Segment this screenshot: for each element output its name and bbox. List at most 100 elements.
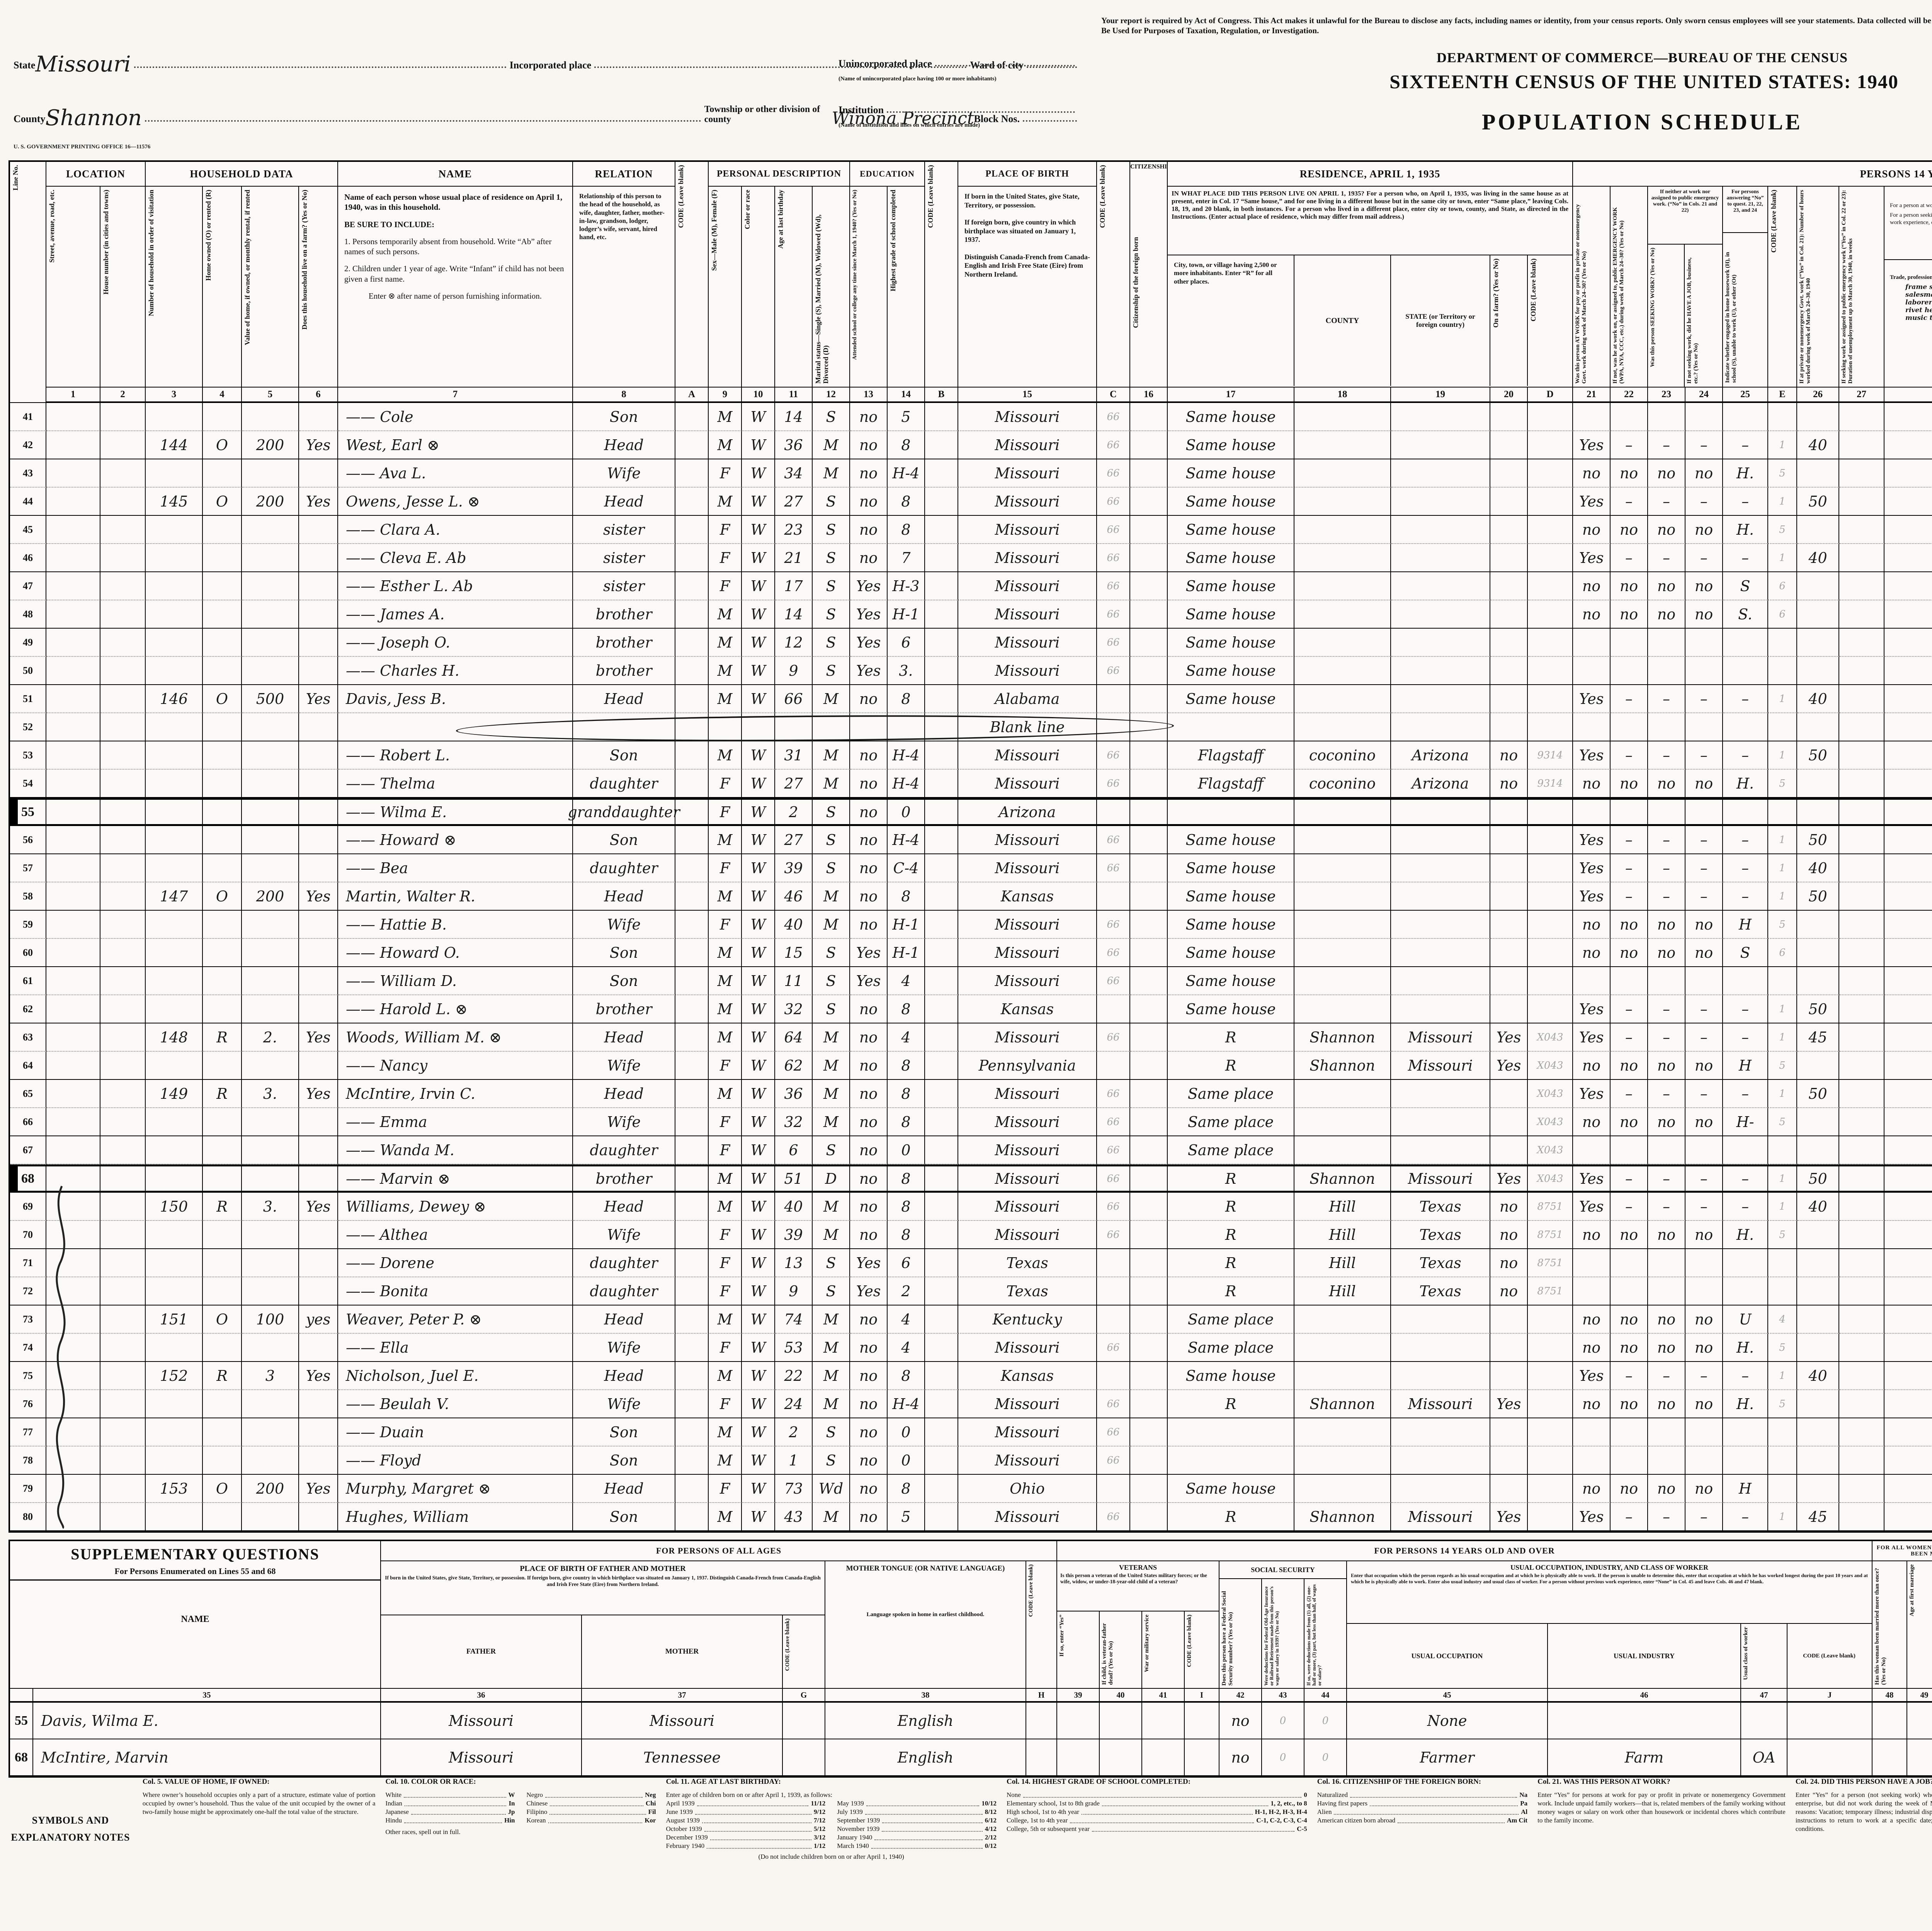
- cell-d-line-75: –: [1685, 1362, 1723, 1390]
- cell-f-line-46: [299, 544, 338, 572]
- cell-h-line-55: [146, 798, 203, 826]
- cell-a-line-57: Yes: [1573, 854, 1611, 882]
- cell-rc-line-43: W: [742, 459, 775, 488]
- cell-du-line-61: [1839, 967, 1884, 995]
- col-number: 22: [1611, 388, 1648, 403]
- cell-ag-line-44: 27: [775, 488, 813, 516]
- col23-seeking-work: Was this person SEEKING WORK? (Yes or No…: [1648, 245, 1685, 387]
- cell-o-line-53: [203, 741, 242, 770]
- cell-B-line-43: [925, 459, 958, 488]
- cell-s2-line-73: [100, 1305, 146, 1334]
- cell-s2-line-55: [100, 798, 146, 826]
- cell-o-line-60: [203, 939, 242, 967]
- cell-h-line-78: [146, 1447, 203, 1475]
- cell-sx-line-43: F: [709, 459, 742, 488]
- cell-at-line-46: no: [850, 544, 888, 572]
- cell-rl-line-80: Son: [573, 1503, 675, 1531]
- cell-at-line-73: no: [850, 1305, 888, 1334]
- cell-E-line-42: 1: [1768, 431, 1797, 459]
- cell-rl-line-68: brother: [573, 1164, 675, 1193]
- note-item: April 1939 11/12: [666, 1799, 826, 1807]
- cell-hr-line-42: 40: [1797, 431, 1839, 459]
- cell-e-line-76: H.: [1723, 1390, 1768, 1418]
- cell-f-line-64: [299, 1052, 338, 1080]
- cell-at-line-52: [850, 713, 888, 741]
- cell-c-line-73: no: [1648, 1305, 1685, 1334]
- cell-B-line-70: [925, 1221, 958, 1249]
- cell-at-line-59: no: [850, 911, 888, 939]
- col25-header: For persons answering “No” to quest. 21,…: [1723, 187, 1767, 233]
- col48: Has this woman been married more than on…: [1872, 1561, 1907, 1689]
- cell-o-line-56: [203, 826, 242, 854]
- cell-b-line-43: no: [1611, 459, 1648, 488]
- cell-h-line-63: 148: [146, 1023, 203, 1052]
- cell-at-line-60: Yes: [850, 939, 888, 967]
- cell-B-line-72: [925, 1277, 958, 1305]
- cell-nm-line-72: —— Bonita: [338, 1277, 573, 1305]
- gpo-imprint: U. S. GOVERNMENT PRINTING OFFICE 16—1157…: [14, 144, 151, 150]
- cell-r4-line-51: [1490, 685, 1528, 713]
- cell-oc-line-65: Farmer: [1884, 1080, 1932, 1108]
- cell-rc-line-65: W: [742, 1080, 775, 1108]
- cell-D-line-44: [1528, 488, 1573, 516]
- cell-rc-line-59: W: [742, 911, 775, 939]
- cell-r2-line-53: coconino: [1294, 741, 1391, 770]
- cell-a-line-51: Yes: [1573, 685, 1611, 713]
- cell-sx-line-48: M: [709, 600, 742, 629]
- cell-oc-line-56: Farmer: [1884, 826, 1932, 854]
- cell-ct-line-43: [1130, 459, 1168, 488]
- note-col24: Col. 24. DID THIS PERSON HAVE A JOB? Ent…: [1796, 1777, 1932, 1861]
- cell-rl-line-57: daughter: [573, 854, 675, 882]
- cell-v-line-50: [242, 657, 299, 685]
- cell-gr-line-61: 4: [888, 967, 925, 995]
- cell-b-line-72: [1611, 1277, 1648, 1305]
- cell-ct-line-79: [1130, 1475, 1168, 1503]
- cell-s1-line-80: [46, 1503, 100, 1531]
- cell-du-line-69: [1839, 1193, 1884, 1221]
- cell-r4-line-72: no: [1490, 1277, 1528, 1305]
- cell-v-line-58: 200: [242, 882, 299, 911]
- cell-nm-line-75: Nicholson, Juel E.: [338, 1362, 573, 1390]
- cell-du-line-56: [1839, 826, 1884, 854]
- cell-B-line-50: [925, 657, 958, 685]
- cell-rc-line-55: W: [742, 798, 775, 826]
- cell-o-line-49: [203, 629, 242, 657]
- pob-d3: Distinguish Canada-French from Canada-En…: [964, 253, 1090, 278]
- cell-C-line-67: 66: [1097, 1136, 1130, 1164]
- cell-hr-line-49: [1797, 629, 1839, 657]
- cell-C-line-53: 66: [1097, 741, 1130, 770]
- ward-line: [1027, 66, 1077, 68]
- cell-h-line-43: [146, 459, 203, 488]
- cell-e-line-78: [1723, 1447, 1768, 1475]
- cell-B-line-49: [925, 629, 958, 657]
- cell-hr-line-76: [1797, 1390, 1839, 1418]
- cell-sx-line-71: F: [709, 1249, 742, 1277]
- cell-rl-line-66: Wife: [573, 1108, 675, 1136]
- cell-bp-line-45: Missouri: [958, 516, 1097, 544]
- cell-o-line-43: [203, 459, 242, 488]
- cell-a-line-49: [1573, 629, 1611, 657]
- cell-s2-line-79: [100, 1475, 146, 1503]
- cell-sx-line-55: F: [709, 798, 742, 826]
- cell-v-line-80: [242, 1503, 299, 1531]
- cell-sx-line-52: [709, 713, 742, 741]
- cell-r3-line-68: Missouri: [1391, 1164, 1490, 1193]
- cell-o-line-70: [203, 1221, 242, 1249]
- cell-ag-line-42: 36: [775, 431, 813, 459]
- col25-status: Indicate whether engaged in home housewo…: [1725, 252, 1737, 383]
- cell-rc-line-61: W: [742, 967, 775, 995]
- cell-o-line-67: [203, 1136, 242, 1164]
- cell-du-line-77: [1839, 1418, 1884, 1447]
- cell-f-line-50: [299, 657, 338, 685]
- cell-d-line-46: –: [1685, 544, 1723, 572]
- cell-bp-line-52: Blank line: [958, 713, 1097, 741]
- cell-ag-line-61: 11: [775, 967, 813, 995]
- cell-E-line-52: [1768, 713, 1797, 741]
- cell-o-line-51: O: [203, 685, 242, 713]
- cell-A-line-73: [675, 1305, 709, 1334]
- cell-nm-line-68: —— Marvin ⊗: [338, 1164, 573, 1193]
- cell-h-line-47: [146, 572, 203, 600]
- cell-h-line-41: [146, 403, 203, 431]
- cell-ag-line-57: 39: [775, 854, 813, 882]
- supp-cell-J-line-68: [1787, 1739, 1872, 1776]
